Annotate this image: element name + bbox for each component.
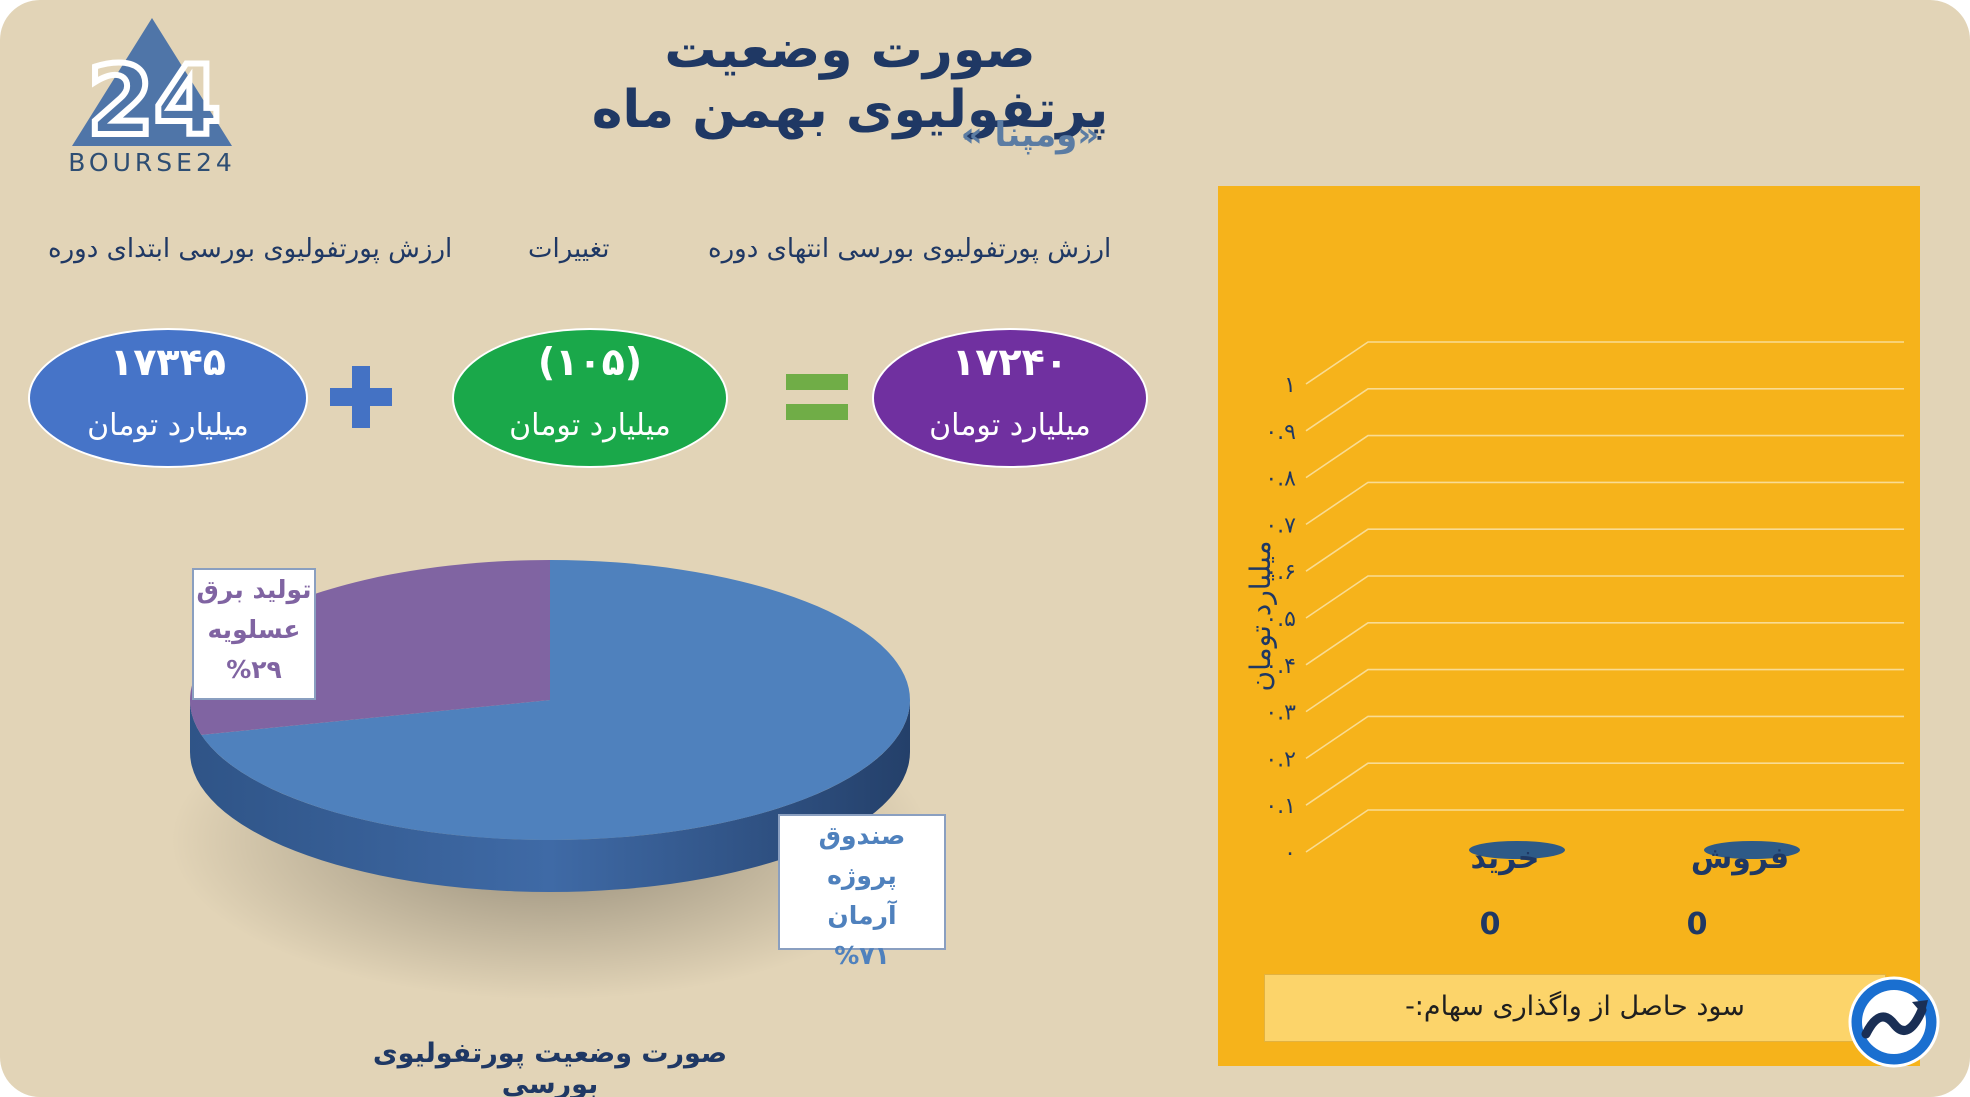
end-value-oval: ۱۷۲۴۰ میلیارد تومان: [872, 328, 1148, 468]
bar-gridline: [1305, 388, 1904, 432]
bar-ytick-label: ۰: [1284, 841, 1296, 866]
bar-gridline: [1305, 481, 1904, 526]
bar-mark-0: [1469, 841, 1565, 859]
bar-ytick-label: ۰.۲: [1265, 747, 1296, 772]
bar-gridline: [1305, 575, 1904, 619]
pie-slice-arman: [201, 560, 910, 840]
plus-icon: [330, 366, 392, 428]
bar-ytick-label: ۰.۵: [1265, 607, 1296, 632]
start-value-heading: ارزش پورتفولیوی بورسی ابتدای دوره: [48, 234, 453, 264]
bar-value-label: 0: [1687, 907, 1708, 942]
pie-label-arman-percent: %۷۱: [834, 941, 890, 970]
logo-text: BOURSE24: [68, 148, 236, 177]
bar-gridline: [1305, 809, 1904, 853]
logo-triangle-icon: 24: [72, 18, 232, 160]
logo-mark: 24: [87, 45, 221, 146]
bar-gridline: [1305, 715, 1904, 760]
portfolio-pie-chart: [170, 540, 930, 1020]
bar-ytick-label: ۰.۳: [1265, 701, 1296, 726]
pie-chart-caption: صورت وضعیت پورتفولیوی بورسی: [372, 1038, 728, 1097]
trend-arrow-icon: [1848, 976, 1940, 1068]
change-value: (۱۰۵): [537, 340, 643, 384]
bar-mark-1: [1704, 841, 1800, 859]
pie-label-arman-line2: آرمان: [827, 901, 897, 930]
change-heading: تغییرات: [528, 234, 610, 264]
bar-ytick-label: ۰.۶: [1265, 560, 1296, 585]
change-value-oval: (۱۰۵) میلیارد تومان: [452, 328, 728, 468]
bar-gridline: [1305, 341, 1904, 385]
bar-category-label: خرید: [1471, 841, 1540, 876]
bar-value-label: 0: [1480, 907, 1501, 942]
pie-chart-svg: [170, 560, 930, 1000]
pie-label-arman-line1: صندوق پروژه: [818, 821, 906, 890]
change-value-unit: میلیارد تومان: [509, 408, 671, 443]
start-value: ۱۷۳۴۵: [110, 340, 226, 384]
pie-side-wall: [190, 700, 910, 892]
bar-chart-ylabel: میلیارد تومان: [1244, 541, 1277, 692]
bar-gridline: [1305, 622, 1904, 666]
end-value-heading: ارزش پورتفولیوی بورسی انتهای دوره: [708, 234, 1112, 264]
bar-ytick-label: ۰.۱: [1265, 794, 1296, 819]
pie-label-asaluyeh-line2: عسلویه: [207, 615, 301, 644]
pie-label-asaluyeh-percent: %۲۹: [226, 655, 282, 684]
bar-ytick-label: ۰.۷: [1265, 513, 1296, 538]
bourse24-logo: 24 BOURSE24: [62, 16, 242, 186]
bar-ytick-label: ۰.۹: [1265, 420, 1296, 445]
bar-gridline: [1305, 434, 1904, 479]
pie-label-arman: صندوق پروژه آرمان %۷۱: [778, 814, 946, 970]
bar-ytick-label: ۰.۸: [1265, 467, 1296, 492]
bar-ytick-label: ۱: [1284, 373, 1296, 398]
bar-gridline: [1305, 762, 1904, 806]
start-value-unit: میلیارد تومان: [87, 408, 249, 443]
trade-bar-chart-panel: ۰ ۰.۱ ۰.۲ ۰.۳ ۰.۴ ۰.۵ ۰.۶ ۰.۷ ۰.۸ ۰.۹ ۱ خرید فروش 0…: [1218, 186, 1920, 1066]
start-value-oval: ۱۷۳۴۵ میلیارد تومان: [28, 328, 308, 468]
page-title: صورت وضعیت پرتفولیوی بهمن ماه: [591, 20, 1109, 140]
page-subtitle: «ومپنا »: [960, 115, 1100, 155]
end-value: ۱۷۲۴۰: [952, 340, 1068, 384]
pie-label-asaluyeh: تولید برق عسلویه %۲۹: [192, 568, 316, 700]
trade-bar-chart: ۰ ۰.۱ ۰.۲ ۰.۳ ۰.۴ ۰.۵ ۰.۶ ۰.۷ ۰.۸ ۰.۹ ۱ خرید فروش 0…: [1244, 341, 1904, 942]
bar-gridline: [1305, 668, 1904, 713]
bar-gridline: [1305, 528, 1904, 572]
pie-label-asaluyeh-line1: تولید برق: [196, 575, 312, 604]
bar-category-label: فروش: [1691, 841, 1789, 876]
equals-icon: [786, 374, 848, 420]
end-value-unit: میلیارد تومان: [929, 408, 1091, 443]
profit-from-sales-box: سود حاصل از واگذاری سهام:-: [1264, 974, 1886, 1042]
bar-ytick-label: ۰.۴: [1265, 654, 1296, 679]
